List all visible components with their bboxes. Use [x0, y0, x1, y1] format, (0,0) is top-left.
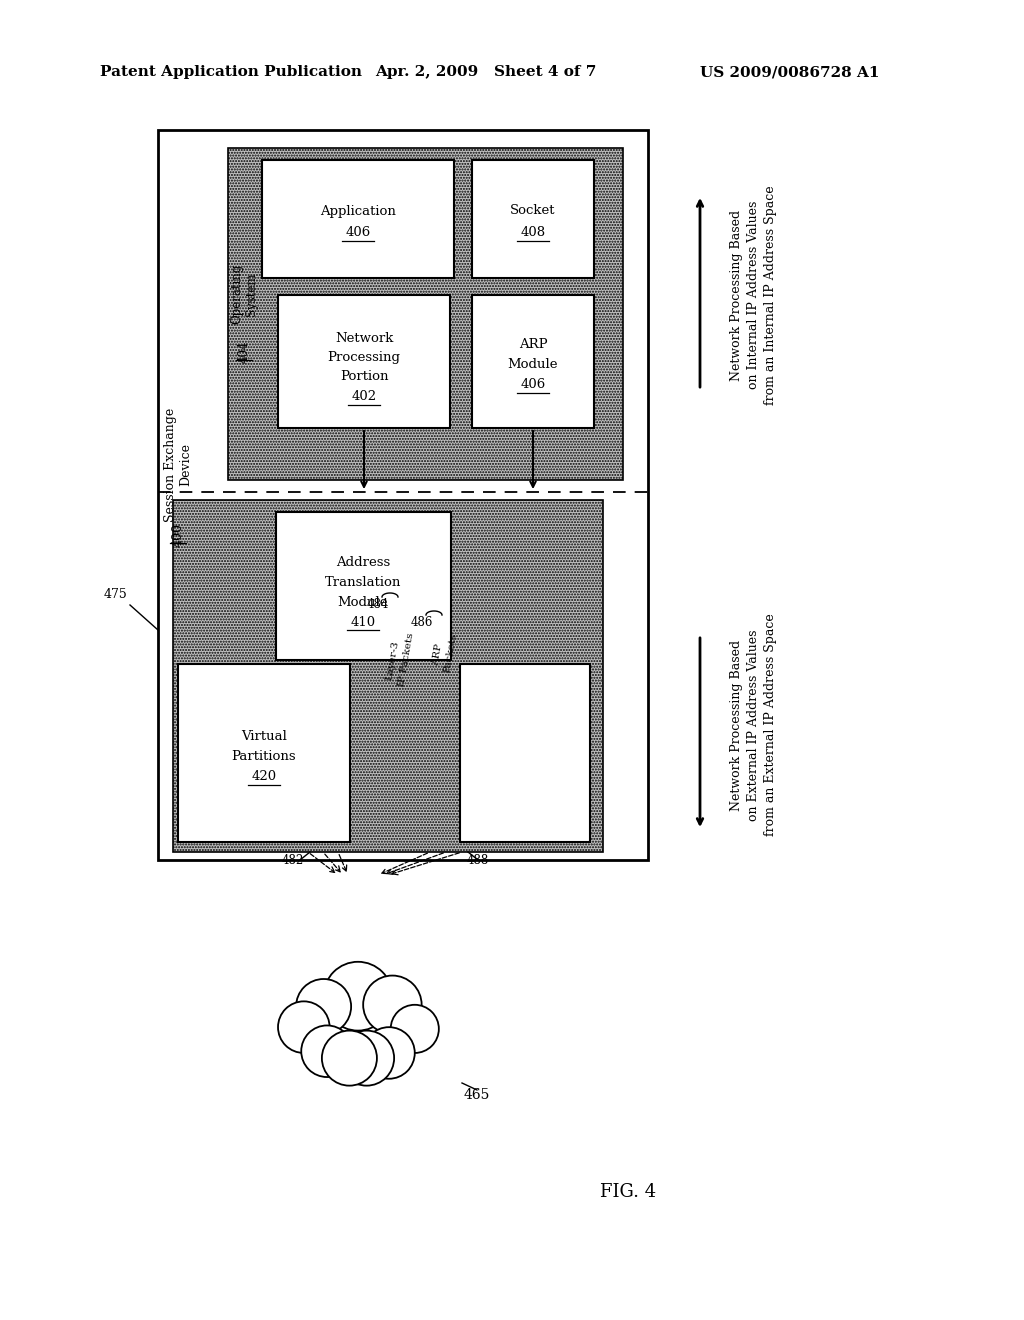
Text: 408: 408	[520, 227, 546, 239]
Bar	[178, 664, 350, 842]
Text: Address: Address	[336, 556, 390, 569]
Text: 420: 420	[252, 771, 276, 784]
Text: Network: Network	[335, 333, 393, 346]
Bar	[472, 294, 594, 428]
Circle shape	[364, 1027, 415, 1078]
Text: 484: 484	[367, 598, 389, 611]
Text: Partitions: Partitions	[231, 751, 296, 763]
Text: 475: 475	[104, 589, 128, 602]
Text: IP Packets: IP Packets	[397, 632, 415, 688]
Text: Patent Application Publication: Patent Application Publication	[100, 65, 362, 79]
Text: Virtual: Virtual	[241, 730, 287, 743]
Bar	[472, 160, 594, 279]
Bar	[158, 129, 648, 861]
Text: 406: 406	[345, 227, 371, 239]
Text: ARP: ARP	[432, 643, 444, 667]
Text: Network Processing Based
on Internal IP Address Values
from an Internal IP Addre: Network Processing Based on Internal IP …	[730, 185, 777, 405]
Text: 486: 486	[411, 615, 433, 628]
Text: FIG. 4: FIG. 4	[600, 1183, 656, 1201]
Bar	[228, 148, 623, 480]
Text: 404: 404	[238, 341, 251, 363]
Text: Network Processing Based
on External IP Address Values
from an External IP Addre: Network Processing Based on External IP …	[730, 614, 777, 837]
Text: Portion: Portion	[340, 371, 388, 384]
Text: Apr. 2, 2009   Sheet 4 of 7: Apr. 2, 2009 Sheet 4 of 7	[375, 65, 596, 79]
Text: Module: Module	[508, 359, 558, 371]
Circle shape	[324, 962, 392, 1031]
Text: 488: 488	[467, 854, 489, 866]
Circle shape	[296, 979, 351, 1034]
Text: ARP: ARP	[519, 338, 547, 351]
Circle shape	[322, 1031, 377, 1085]
Text: Packets: Packets	[443, 632, 459, 673]
Text: Socket: Socket	[510, 205, 556, 218]
Circle shape	[391, 1005, 439, 1053]
Text: 400: 400	[171, 523, 184, 546]
Text: US 2009/0086728 A1: US 2009/0086728 A1	[700, 65, 880, 79]
Text: Operating
System: Operating System	[230, 264, 258, 325]
Circle shape	[339, 1031, 394, 1085]
Text: 406: 406	[520, 379, 546, 392]
Bar	[262, 160, 454, 279]
Text: Processing: Processing	[328, 351, 400, 363]
Bar	[460, 664, 590, 842]
Text: Module: Module	[338, 595, 388, 609]
Bar	[276, 512, 451, 660]
Text: 402: 402	[351, 391, 377, 404]
Text: Application: Application	[321, 205, 396, 218]
Text: Layer-3: Layer-3	[385, 639, 401, 681]
Circle shape	[301, 1026, 353, 1077]
Text: Session Exchange
Device: Session Exchange Device	[164, 408, 193, 523]
Bar	[278, 294, 450, 428]
Text: 465: 465	[464, 1088, 490, 1102]
Text: Translation: Translation	[325, 576, 401, 589]
Text: 410: 410	[350, 615, 376, 628]
Bar	[173, 500, 603, 851]
Circle shape	[279, 1002, 330, 1053]
Circle shape	[364, 975, 422, 1034]
Text: 482: 482	[282, 854, 304, 866]
